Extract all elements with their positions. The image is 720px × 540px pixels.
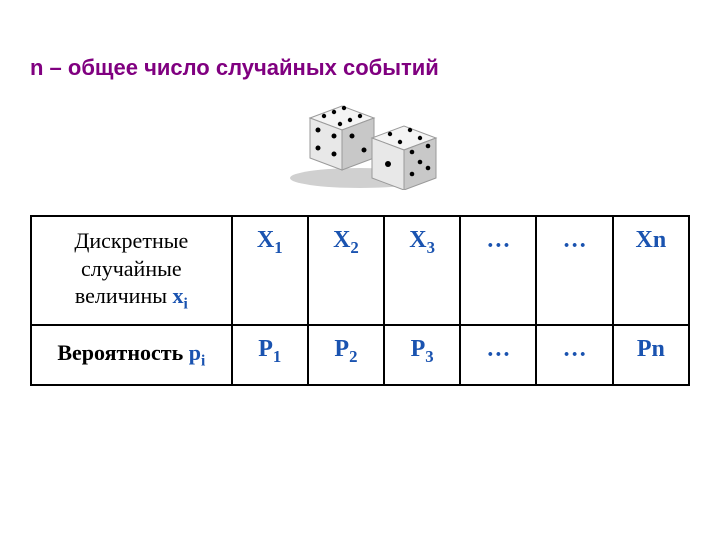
row-label-probability: Вероятность pi — [31, 325, 232, 385]
cell-ellipsis: … — [536, 325, 612, 385]
cell-pn: Pn — [613, 325, 689, 385]
table-row: Вероятность pi P1 P2 P3 … … Pn — [31, 325, 689, 385]
probability-table: Дискретные случайные величины xi X1 X2 X… — [30, 215, 690, 386]
cell-x1: X1 — [232, 216, 308, 325]
dice-illustration — [260, 90, 450, 190]
row-label-discrete: Дискретные случайные величины xi — [31, 216, 232, 325]
cell-ellipsis: … — [536, 216, 612, 325]
cell-xn: Xn — [613, 216, 689, 325]
table-row: Дискретные случайные величины xi X1 X2 X… — [31, 216, 689, 325]
cell-p1: P1 — [232, 325, 308, 385]
cell-x3: X3 — [384, 216, 460, 325]
cell-x2: X2 — [308, 216, 384, 325]
cell-ellipsis: … — [460, 216, 536, 325]
cell-p3: P3 — [384, 325, 460, 385]
cell-p2: P2 — [308, 325, 384, 385]
page-title: n – общее число случайных событий — [30, 55, 439, 81]
cell-ellipsis: … — [460, 325, 536, 385]
